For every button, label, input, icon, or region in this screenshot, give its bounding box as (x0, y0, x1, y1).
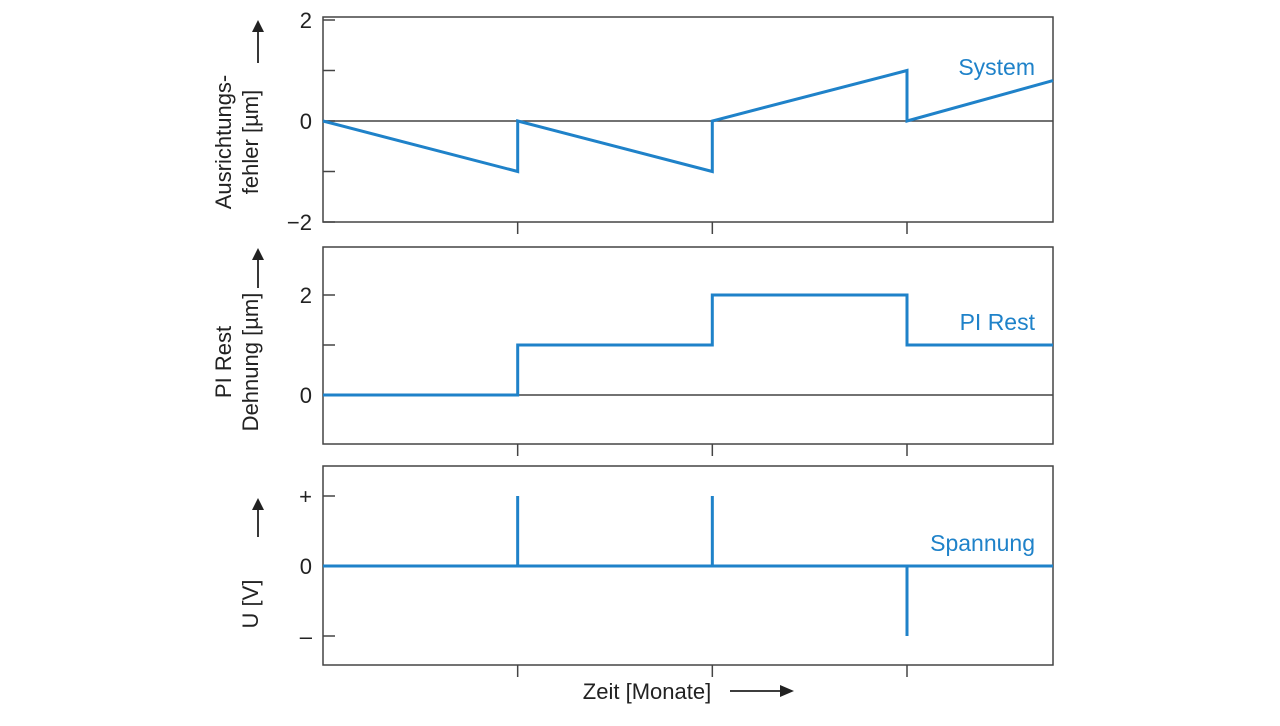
y-axis-arrow-head (252, 248, 264, 260)
y-axis-label: Dehnung [µm] (238, 293, 263, 432)
y-tick-label: – (300, 624, 313, 649)
y-tick-label: 2 (300, 283, 312, 308)
panel-system: 2 0 −2 Ausrichtungs-fehler [µm] System (211, 8, 1054, 235)
series-label: Spannung (930, 530, 1035, 556)
y-tick-label: 2 (300, 8, 312, 33)
x-axis-label: Zeit [Monate] (583, 679, 711, 704)
y-tick-label: −2 (287, 210, 312, 235)
y-tick-label: 0 (300, 554, 312, 579)
y-tick-label: 0 (300, 383, 312, 408)
y-axis-label: U [V] (238, 580, 263, 629)
x-axis-arrow-head (780, 685, 794, 697)
panel-spannung: +0 – U [V] Spannung (238, 465, 1054, 677)
y-axis-label: PI Rest (211, 326, 236, 398)
series-label: System (958, 54, 1035, 80)
y-axis-arrow-head (252, 498, 264, 510)
plot-frame (322, 16, 1054, 223)
y-tick-label: 0 (300, 109, 312, 134)
y-axis-label: fehler [µm] (238, 90, 263, 194)
y-axis-arrow-head (252, 20, 264, 32)
y-axis-label: Ausrichtungs- (211, 75, 236, 210)
series-label: PI Rest (960, 309, 1036, 335)
y-tick-label: + (299, 484, 312, 509)
series-line-pi_rest (323, 293, 1053, 397)
series-line-system (322, 68, 1054, 174)
